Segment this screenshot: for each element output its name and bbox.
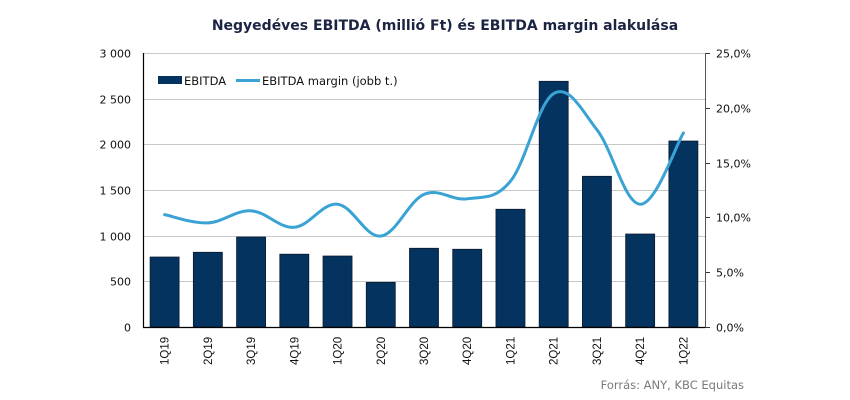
- x-tick-label: 4Q20: [462, 337, 474, 365]
- bar: [452, 248, 483, 328]
- bar: [495, 208, 526, 328]
- left-tick-label: 2 500: [100, 94, 132, 107]
- source-note: Forrás: ANY, KBC Equitas: [600, 378, 744, 392]
- bar: [149, 256, 180, 328]
- bar: [409, 247, 439, 328]
- right-tick-label: 15,0%: [716, 158, 751, 171]
- chart-title: Negyedéves EBITDA (millió Ft) és EBITDA …: [211, 18, 679, 34]
- x-tick-label: 3Q20: [419, 337, 431, 365]
- x-tick-label: 3Q21: [592, 337, 604, 365]
- left-tick-label: 1 500: [100, 185, 132, 198]
- x-tick-label: 3Q19: [246, 337, 258, 365]
- legend: EBITDA EBITDA margin (jobb t.): [158, 74, 398, 88]
- bar: [365, 281, 396, 328]
- bar: [538, 80, 569, 328]
- x-tick-label: 2Q21: [549, 337, 561, 365]
- margin-line: [163, 90, 685, 238]
- right-tick-label: 20,0%: [716, 103, 751, 116]
- left-tick-label: 1 000: [100, 231, 132, 244]
- x-tick-label: 1Q19: [160, 337, 172, 365]
- axes: [142, 53, 710, 329]
- bar: [582, 175, 612, 328]
- right-tick-label: 0,0%: [716, 322, 744, 335]
- legend-label-margin: EBITDA margin (jobb t.): [262, 74, 398, 88]
- x-tick-label: 1Q22: [678, 337, 690, 365]
- bar: [279, 253, 310, 328]
- line-series: [163, 90, 685, 238]
- right-tick-label: 5,0%: [716, 267, 744, 280]
- x-tick-label: 2Q20: [376, 337, 388, 365]
- bar: [625, 233, 656, 328]
- bar: [236, 236, 266, 328]
- bar: [668, 140, 699, 328]
- left-tick-label: 2 000: [100, 139, 132, 152]
- x-tick-label: 1Q20: [333, 337, 345, 365]
- x-tick-label: 4Q21: [635, 337, 647, 365]
- bar: [192, 251, 223, 328]
- gridlines: [143, 53, 705, 282]
- left-tick-label: 0: [124, 322, 131, 335]
- legend-label-ebitda: EBITDA: [184, 74, 226, 88]
- x-tick-label: 2Q19: [203, 337, 215, 365]
- tick-labels: 0 500 1 000 1 500 2 000 2 500 3 000 0,0% 5,0% 10,…: [100, 48, 751, 366]
- left-tick-label: 3 000: [100, 48, 132, 61]
- legend-swatch-ebitda: [158, 76, 182, 84]
- x-tick-label: 1Q21: [505, 337, 517, 365]
- bar-series: [149, 80, 699, 328]
- x-tick-label: 4Q19: [289, 337, 301, 365]
- right-tick-label: 10,0%: [716, 212, 751, 225]
- bar: [322, 255, 353, 328]
- left-tick-label: 500: [110, 276, 131, 289]
- right-tick-label: 25,0%: [716, 48, 751, 61]
